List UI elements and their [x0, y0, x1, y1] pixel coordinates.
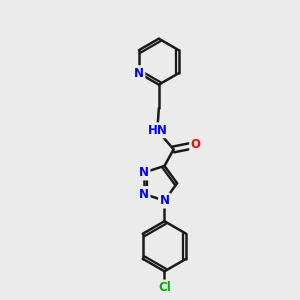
- Text: Cl: Cl: [158, 281, 171, 294]
- Text: N: N: [134, 67, 144, 80]
- Text: N: N: [139, 188, 149, 200]
- Text: N: N: [139, 166, 149, 179]
- Text: HN: HN: [147, 124, 167, 137]
- Text: O: O: [190, 139, 201, 152]
- Text: N: N: [160, 194, 170, 207]
